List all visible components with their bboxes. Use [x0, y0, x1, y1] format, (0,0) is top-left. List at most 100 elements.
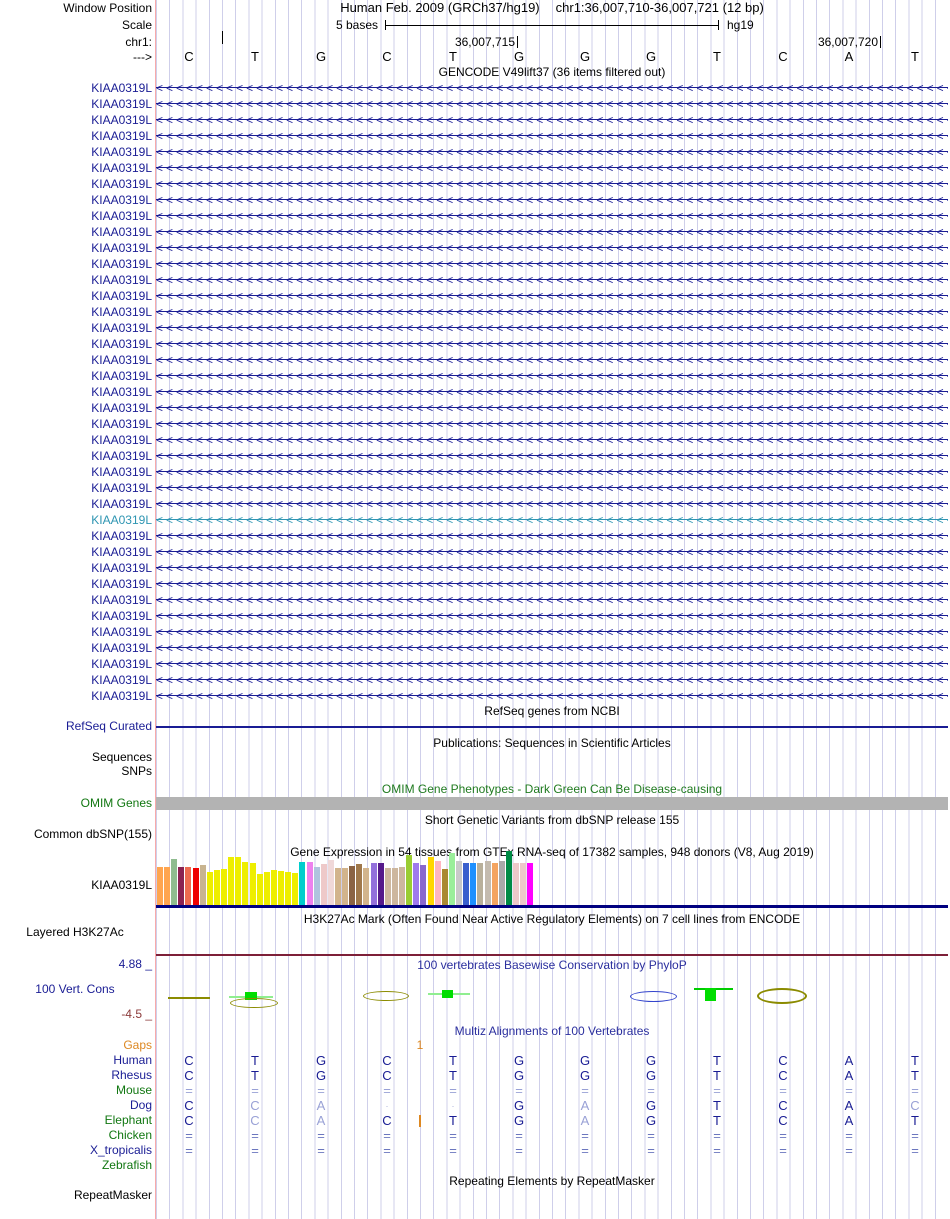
- gene-transcript-line[interactable]: <<<<<<<<<<<<<<<<<<<<<<<<<<<<<<<<<<<<<<<<…: [156, 400, 948, 416]
- gene-transcript-label[interactable]: KIAA0319L: [91, 561, 152, 575]
- gene-transcript-line[interactable]: <<<<<<<<<<<<<<<<<<<<<<<<<<<<<<<<<<<<<<<<…: [156, 320, 948, 336]
- species-label-mouse[interactable]: Mouse: [115, 1083, 152, 1097]
- gene-transcript-label[interactable]: KIAA0319L: [91, 497, 152, 511]
- gene-transcript-label[interactable]: KIAA0319L: [91, 209, 152, 223]
- gene-transcript-line[interactable]: <<<<<<<<<<<<<<<<<<<<<<<<<<<<<<<<<<<<<<<<…: [156, 432, 948, 448]
- gene-transcript-label[interactable]: KIAA0319L: [91, 129, 152, 143]
- gene-transcript-line[interactable]: <<<<<<<<<<<<<<<<<<<<<<<<<<<<<<<<<<<<<<<<…: [156, 96, 948, 112]
- track-title-phylop[interactable]: 100 vertebrates Basewise Conservation by…: [417, 958, 687, 972]
- gene-transcript-line[interactable]: <<<<<<<<<<<<<<<<<<<<<<<<<<<<<<<<<<<<<<<<…: [156, 544, 948, 560]
- gene-transcript-label[interactable]: KIAA0319L: [91, 161, 152, 175]
- gene-transcript-label[interactable]: KIAA0319L: [91, 481, 152, 495]
- track-label-refseq-curated[interactable]: RefSeq Curated: [65, 719, 152, 733]
- species-label-zebrafish[interactable]: Zebrafish: [101, 1158, 152, 1172]
- species-label-rhesus[interactable]: Rhesus: [111, 1068, 152, 1082]
- gene-transcript-label[interactable]: KIAA0319L: [91, 513, 152, 527]
- gene-transcript-label[interactable]: KIAA0319L: [91, 657, 152, 671]
- gene-transcript-line[interactable]: <<<<<<<<<<<<<<<<<<<<<<<<<<<<<<<<<<<<<<<<…: [156, 112, 948, 128]
- track-title-gencode[interactable]: GENCODE V49lift37 (36 items filtered out…: [438, 65, 666, 79]
- gene-transcript-line[interactable]: <<<<<<<<<<<<<<<<<<<<<<<<<<<<<<<<<<<<<<<<…: [156, 560, 948, 576]
- gene-transcript-line[interactable]: <<<<<<<<<<<<<<<<<<<<<<<<<<<<<<<<<<<<<<<<…: [156, 224, 948, 240]
- gene-transcript-label[interactable]: KIAA0319L: [91, 465, 152, 479]
- track-label-100-vert-cons[interactable]: 100 Vert. Cons: [35, 982, 115, 996]
- gene-transcript-line[interactable]: <<<<<<<<<<<<<<<<<<<<<<<<<<<<<<<<<<<<<<<<…: [156, 160, 948, 176]
- gene-transcript-line[interactable]: <<<<<<<<<<<<<<<<<<<<<<<<<<<<<<<<<<<<<<<<…: [156, 336, 948, 352]
- species-label-dog[interactable]: Dog: [129, 1098, 152, 1112]
- gene-transcript-line[interactable]: <<<<<<<<<<<<<<<<<<<<<<<<<<<<<<<<<<<<<<<<…: [156, 672, 948, 688]
- gene-transcript-line[interactable]: <<<<<<<<<<<<<<<<<<<<<<<<<<<<<<<<<<<<<<<<…: [156, 272, 948, 288]
- track-title-dbsnp[interactable]: Short Genetic Variants from dbSNP releas…: [424, 813, 680, 827]
- gene-transcript-line[interactable]: <<<<<<<<<<<<<<<<<<<<<<<<<<<<<<<<<<<<<<<<…: [156, 592, 948, 608]
- gene-transcript-line[interactable]: <<<<<<<<<<<<<<<<<<<<<<<<<<<<<<<<<<<<<<<<…: [156, 80, 948, 96]
- gene-transcript-line[interactable]: <<<<<<<<<<<<<<<<<<<<<<<<<<<<<<<<<<<<<<<<…: [156, 192, 948, 208]
- gene-transcript-line[interactable]: <<<<<<<<<<<<<<<<<<<<<<<<<<<<<<<<<<<<<<<<…: [156, 608, 948, 624]
- gene-transcript-label[interactable]: KIAA0319L: [91, 273, 152, 287]
- species-label-chicken[interactable]: Chicken: [108, 1128, 152, 1142]
- gene-transcript-line[interactable]: <<<<<<<<<<<<<<<<<<<<<<<<<<<<<<<<<<<<<<<<…: [156, 384, 948, 400]
- gene-transcript-label[interactable]: KIAA0319L: [91, 225, 152, 239]
- gene-transcript-label[interactable]: KIAA0319L: [91, 145, 152, 159]
- track-label-common-dbsnp[interactable]: Common dbSNP(155): [33, 827, 152, 841]
- gtex-expression-bars[interactable]: [157, 851, 537, 905]
- gene-transcript-line[interactable]: <<<<<<<<<<<<<<<<<<<<<<<<<<<<<<<<<<<<<<<<…: [156, 304, 948, 320]
- track-label-snps[interactable]: SNPs: [121, 764, 152, 778]
- gene-transcript-label[interactable]: KIAA0319L: [91, 353, 152, 367]
- track-title-gtex[interactable]: Gene Expression in 54 tissues from GTEx …: [290, 845, 814, 859]
- gene-transcript-label[interactable]: KIAA0319L: [91, 449, 152, 463]
- gene-transcript-label[interactable]: KIAA0319L: [91, 81, 152, 95]
- gene-transcript-label[interactable]: KIAA0319L: [91, 609, 152, 623]
- gene-transcript-label[interactable]: KIAA0319L: [91, 289, 152, 303]
- gene-transcript-line[interactable]: <<<<<<<<<<<<<<<<<<<<<<<<<<<<<<<<<<<<<<<<…: [156, 480, 948, 496]
- track-label-gaps[interactable]: Gaps: [123, 1038, 152, 1052]
- gene-transcript-line[interactable]: <<<<<<<<<<<<<<<<<<<<<<<<<<<<<<<<<<<<<<<<…: [156, 640, 948, 656]
- track-title-repeatmasker[interactable]: Repeating Elements by RepeatMasker: [449, 1174, 655, 1188]
- species-label-human[interactable]: Human: [113, 1053, 152, 1067]
- gene-transcript-label[interactable]: KIAA0319L: [91, 385, 152, 399]
- gene-transcript-line[interactable]: <<<<<<<<<<<<<<<<<<<<<<<<<<<<<<<<<<<<<<<<…: [156, 496, 948, 512]
- gene-transcript-label[interactable]: KIAA0319L: [91, 177, 152, 191]
- gene-transcript-label[interactable]: KIAA0319L: [91, 113, 152, 127]
- gene-transcript-line[interactable]: <<<<<<<<<<<<<<<<<<<<<<<<<<<<<<<<<<<<<<<<…: [156, 528, 948, 544]
- species-label-elephant[interactable]: Elephant: [104, 1113, 152, 1127]
- gene-transcript-line[interactable]: <<<<<<<<<<<<<<<<<<<<<<<<<<<<<<<<<<<<<<<<…: [156, 448, 948, 464]
- track-label-gtex-gene[interactable]: KIAA0319L: [91, 878, 152, 892]
- gene-transcript-label[interactable]: KIAA0319L: [91, 689, 152, 703]
- gene-transcript-label[interactable]: KIAA0319L: [91, 97, 152, 111]
- track-title-publications[interactable]: Publications: Sequences in Scientific Ar…: [433, 736, 671, 750]
- gene-transcript-label[interactable]: KIAA0319L: [91, 337, 152, 351]
- gene-transcript-label[interactable]: KIAA0319L: [91, 673, 152, 687]
- gene-transcript-label[interactable]: KIAA0319L: [91, 193, 152, 207]
- gene-transcript-line[interactable]: <<<<<<<<<<<<<<<<<<<<<<<<<<<<<<<<<<<<<<<<…: [156, 624, 948, 640]
- gene-transcript-label[interactable]: KIAA0319L: [91, 529, 152, 543]
- species-label-x_tropicalis[interactable]: X_tropicalis: [89, 1143, 152, 1157]
- refseq-gene-line[interactable]: [156, 726, 948, 728]
- gene-transcript-label[interactable]: KIAA0319L: [91, 577, 152, 591]
- gene-transcript-label[interactable]: KIAA0319L: [91, 241, 152, 255]
- gene-transcript-line[interactable]: <<<<<<<<<<<<<<<<<<<<<<<<<<<<<<<<<<<<<<<<…: [156, 144, 948, 160]
- track-title-refseq[interactable]: RefSeq genes from NCBI: [484, 704, 620, 718]
- track-label-sequences[interactable]: Sequences: [91, 750, 152, 764]
- gene-transcript-label[interactable]: KIAA0319L: [91, 401, 152, 415]
- gene-transcript-line[interactable]: <<<<<<<<<<<<<<<<<<<<<<<<<<<<<<<<<<<<<<<<…: [156, 656, 948, 672]
- track-title-multiz[interactable]: Multiz Alignments of 100 Vertebrates: [454, 1024, 650, 1038]
- track-title-omim[interactable]: OMIM Gene Phenotypes - Dark Green Can Be…: [381, 782, 723, 796]
- gene-transcript-line[interactable]: <<<<<<<<<<<<<<<<<<<<<<<<<<<<<<<<<<<<<<<<…: [156, 464, 948, 480]
- gene-transcript-line[interactable]: <<<<<<<<<<<<<<<<<<<<<<<<<<<<<<<<<<<<<<<<…: [156, 688, 948, 704]
- omim-gene-bar[interactable]: [156, 797, 948, 810]
- gene-transcript-line[interactable]: <<<<<<<<<<<<<<<<<<<<<<<<<<<<<<<<<<<<<<<<…: [156, 368, 948, 384]
- gene-transcript-line[interactable]: <<<<<<<<<<<<<<<<<<<<<<<<<<<<<<<<<<<<<<<<…: [156, 416, 948, 432]
- gene-transcript-line[interactable]: <<<<<<<<<<<<<<<<<<<<<<<<<<<<<<<<<<<<<<<<…: [156, 176, 948, 192]
- gene-transcript-line[interactable]: <<<<<<<<<<<<<<<<<<<<<<<<<<<<<<<<<<<<<<<<…: [156, 288, 948, 304]
- track-title-h3k27ac[interactable]: H3K27Ac Mark (Often Found Near Active Re…: [303, 912, 801, 926]
- gene-transcript-label[interactable]: KIAA0319L: [91, 369, 152, 383]
- gene-transcript-line[interactable]: <<<<<<<<<<<<<<<<<<<<<<<<<<<<<<<<<<<<<<<<…: [156, 208, 948, 224]
- gene-transcript-label[interactable]: KIAA0319L: [91, 417, 152, 431]
- gene-transcript-label[interactable]: KIAA0319L: [91, 433, 152, 447]
- gene-transcript-label[interactable]: KIAA0319L: [91, 257, 152, 271]
- gene-transcript-label[interactable]: KIAA0319L: [91, 545, 152, 559]
- gene-transcript-line[interactable]: <<<<<<<<<<<<<<<<<<<<<<<<<<<<<<<<<<<<<<<<…: [156, 128, 948, 144]
- gene-transcript-label[interactable]: KIAA0319L: [91, 593, 152, 607]
- track-label-omim-genes[interactable]: OMIM Genes: [80, 796, 152, 810]
- track-label-layered-h3k27ac[interactable]: Layered H3K27Ac: [26, 925, 124, 939]
- gene-transcript-label[interactable]: KIAA0319L: [91, 641, 152, 655]
